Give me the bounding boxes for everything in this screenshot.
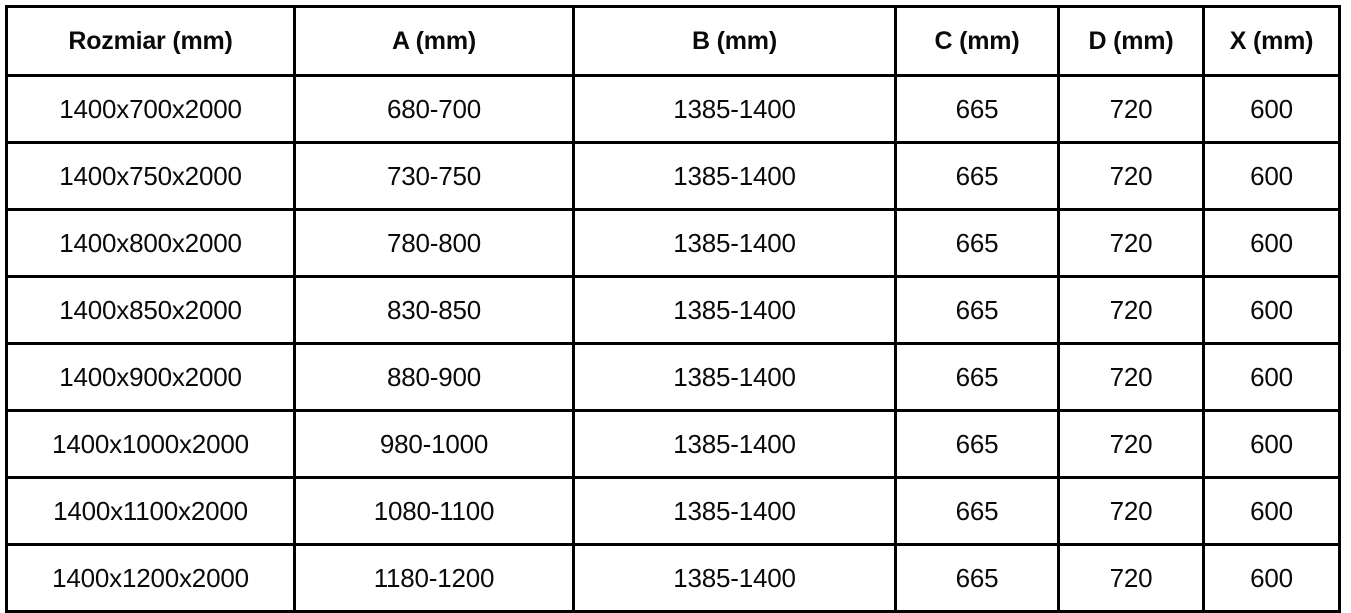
table-header-row: Rozmiar (mm) A (mm) B (mm) C (mm) D (mm)… xyxy=(5,5,1341,77)
cell-a: 880-900 xyxy=(293,342,575,412)
cell-rozmiar: 1400x1000x2000 xyxy=(5,409,296,479)
cell-x: 600 xyxy=(1202,476,1341,546)
cell-rozmiar: 1400x800x2000 xyxy=(5,208,296,278)
table-row: 1400x800x2000 780-800 1385-1400 665 720 … xyxy=(5,208,1341,278)
cell-x: 600 xyxy=(1202,74,1341,144)
cell-c: 665 xyxy=(894,342,1060,412)
cell-d: 720 xyxy=(1057,342,1205,412)
cell-c: 665 xyxy=(894,409,1060,479)
cell-c: 665 xyxy=(894,543,1060,613)
cell-rozmiar: 1400x750x2000 xyxy=(5,141,296,211)
cell-d: 720 xyxy=(1057,543,1205,613)
cell-c: 665 xyxy=(894,141,1060,211)
cell-d: 720 xyxy=(1057,476,1205,546)
cell-rozmiar: 1400x900x2000 xyxy=(5,342,296,412)
column-header-x: X (mm) xyxy=(1202,5,1341,77)
cell-c: 665 xyxy=(894,275,1060,345)
cell-b: 1385-1400 xyxy=(572,543,897,613)
cell-a: 1080-1100 xyxy=(293,476,575,546)
cell-b: 1385-1400 xyxy=(572,409,897,479)
table-header: Rozmiar (mm) A (mm) B (mm) C (mm) D (mm)… xyxy=(5,5,1341,77)
cell-d: 720 xyxy=(1057,74,1205,144)
table-row: 1400x850x2000 830-850 1385-1400 665 720 … xyxy=(5,275,1341,345)
cell-d: 720 xyxy=(1057,208,1205,278)
cell-a: 980-1000 xyxy=(293,409,575,479)
cell-rozmiar: 1400x1200x2000 xyxy=(5,543,296,613)
cell-b: 1385-1400 xyxy=(572,74,897,144)
cell-x: 600 xyxy=(1202,409,1341,479)
cell-a: 830-850 xyxy=(293,275,575,345)
cell-a: 780-800 xyxy=(293,208,575,278)
table-row: 1400x900x2000 880-900 1385-1400 665 720 … xyxy=(5,342,1341,412)
column-header-d: D (mm) xyxy=(1057,5,1205,77)
column-header-a: A (mm) xyxy=(293,5,575,77)
cell-d: 720 xyxy=(1057,141,1205,211)
table-row: 1400x1200x2000 1180-1200 1385-1400 665 7… xyxy=(5,543,1341,613)
cell-b: 1385-1400 xyxy=(572,476,897,546)
cell-x: 600 xyxy=(1202,543,1341,613)
cell-rozmiar: 1400x850x2000 xyxy=(5,275,296,345)
cell-d: 720 xyxy=(1057,275,1205,345)
cell-x: 600 xyxy=(1202,208,1341,278)
table-row: 1400x1000x2000 980-1000 1385-1400 665 72… xyxy=(5,409,1341,479)
cell-c: 665 xyxy=(894,476,1060,546)
cell-a: 1180-1200 xyxy=(293,543,575,613)
cell-d: 720 xyxy=(1057,409,1205,479)
column-header-b: B (mm) xyxy=(572,5,897,77)
cell-x: 600 xyxy=(1202,275,1341,345)
table-row: 1400x1100x2000 1080-1100 1385-1400 665 7… xyxy=(5,476,1341,546)
cell-a: 730-750 xyxy=(293,141,575,211)
cell-rozmiar: 1400x700x2000 xyxy=(5,74,296,144)
cell-x: 600 xyxy=(1202,141,1341,211)
table-body: 1400x700x2000 680-700 1385-1400 665 720 … xyxy=(5,74,1341,613)
specification-table-container: Rozmiar (mm) A (mm) B (mm) C (mm) D (mm)… xyxy=(5,5,1341,613)
cell-c: 665 xyxy=(894,208,1060,278)
cell-b: 1385-1400 xyxy=(572,275,897,345)
table-row: 1400x700x2000 680-700 1385-1400 665 720 … xyxy=(5,74,1341,144)
cell-b: 1385-1400 xyxy=(572,208,897,278)
column-header-rozmiar: Rozmiar (mm) xyxy=(5,5,296,77)
cell-x: 600 xyxy=(1202,342,1341,412)
cell-b: 1385-1400 xyxy=(572,342,897,412)
specification-table: Rozmiar (mm) A (mm) B (mm) C (mm) D (mm)… xyxy=(5,5,1341,613)
cell-c: 665 xyxy=(894,74,1060,144)
column-header-c: C (mm) xyxy=(894,5,1060,77)
table-row: 1400x750x2000 730-750 1385-1400 665 720 … xyxy=(5,141,1341,211)
cell-rozmiar: 1400x1100x2000 xyxy=(5,476,296,546)
cell-a: 680-700 xyxy=(293,74,575,144)
cell-b: 1385-1400 xyxy=(572,141,897,211)
